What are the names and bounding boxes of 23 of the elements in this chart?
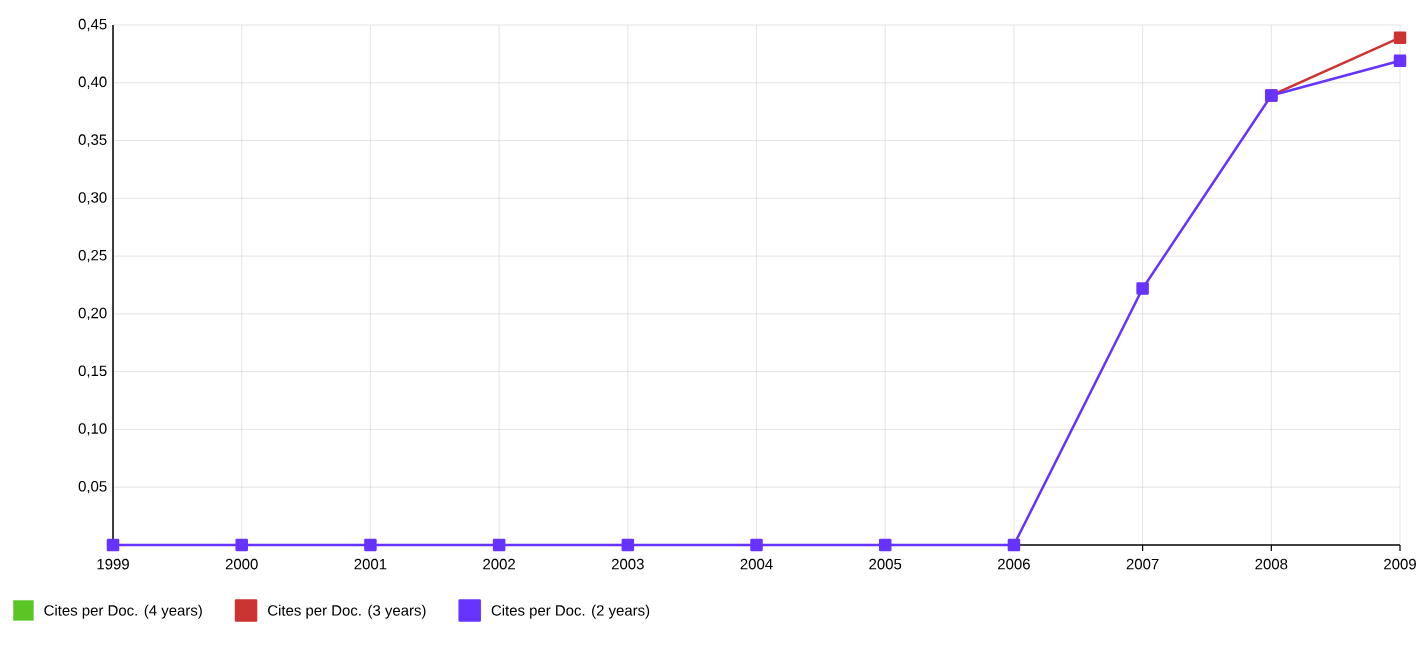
x-tick-label: 2005 xyxy=(869,558,902,570)
x-tick-label: 2004 xyxy=(740,558,773,570)
x-tick-label: 2009 xyxy=(1384,558,1416,570)
legend-label: Cites per Doc. (2 years) xyxy=(491,604,650,619)
y-tick-label: 0,20 xyxy=(78,307,107,321)
y-tick-label: 0,35 xyxy=(78,134,107,147)
y-tick-label: 0,05 xyxy=(78,481,107,494)
x-tick-label: 2008 xyxy=(1255,558,1288,570)
y-tick-label: 0,45 xyxy=(78,18,107,32)
y-tick-label: 0,40 xyxy=(78,76,107,89)
y-tick-label: 0,25 xyxy=(78,249,107,263)
legend-label: Cites per Doc. (4 years) xyxy=(44,604,202,619)
legend-label: Cites per Doc. (3 years) xyxy=(268,604,426,619)
x-tick-label: 1999 xyxy=(97,558,129,570)
y-tick-label: 0,10 xyxy=(78,423,107,436)
x-tick-label: 2006 xyxy=(998,558,1030,570)
x-tick-label: 2003 xyxy=(611,558,644,570)
x-tick-label: 2000 xyxy=(225,558,258,570)
x-tick-label: 2007 xyxy=(1126,558,1159,570)
x-tick-label: 2002 xyxy=(483,558,515,570)
y-tick-label: 0,30 xyxy=(78,192,107,205)
y-tick-label: 0,15 xyxy=(78,365,107,378)
x-tick-label: 2001 xyxy=(354,558,387,570)
